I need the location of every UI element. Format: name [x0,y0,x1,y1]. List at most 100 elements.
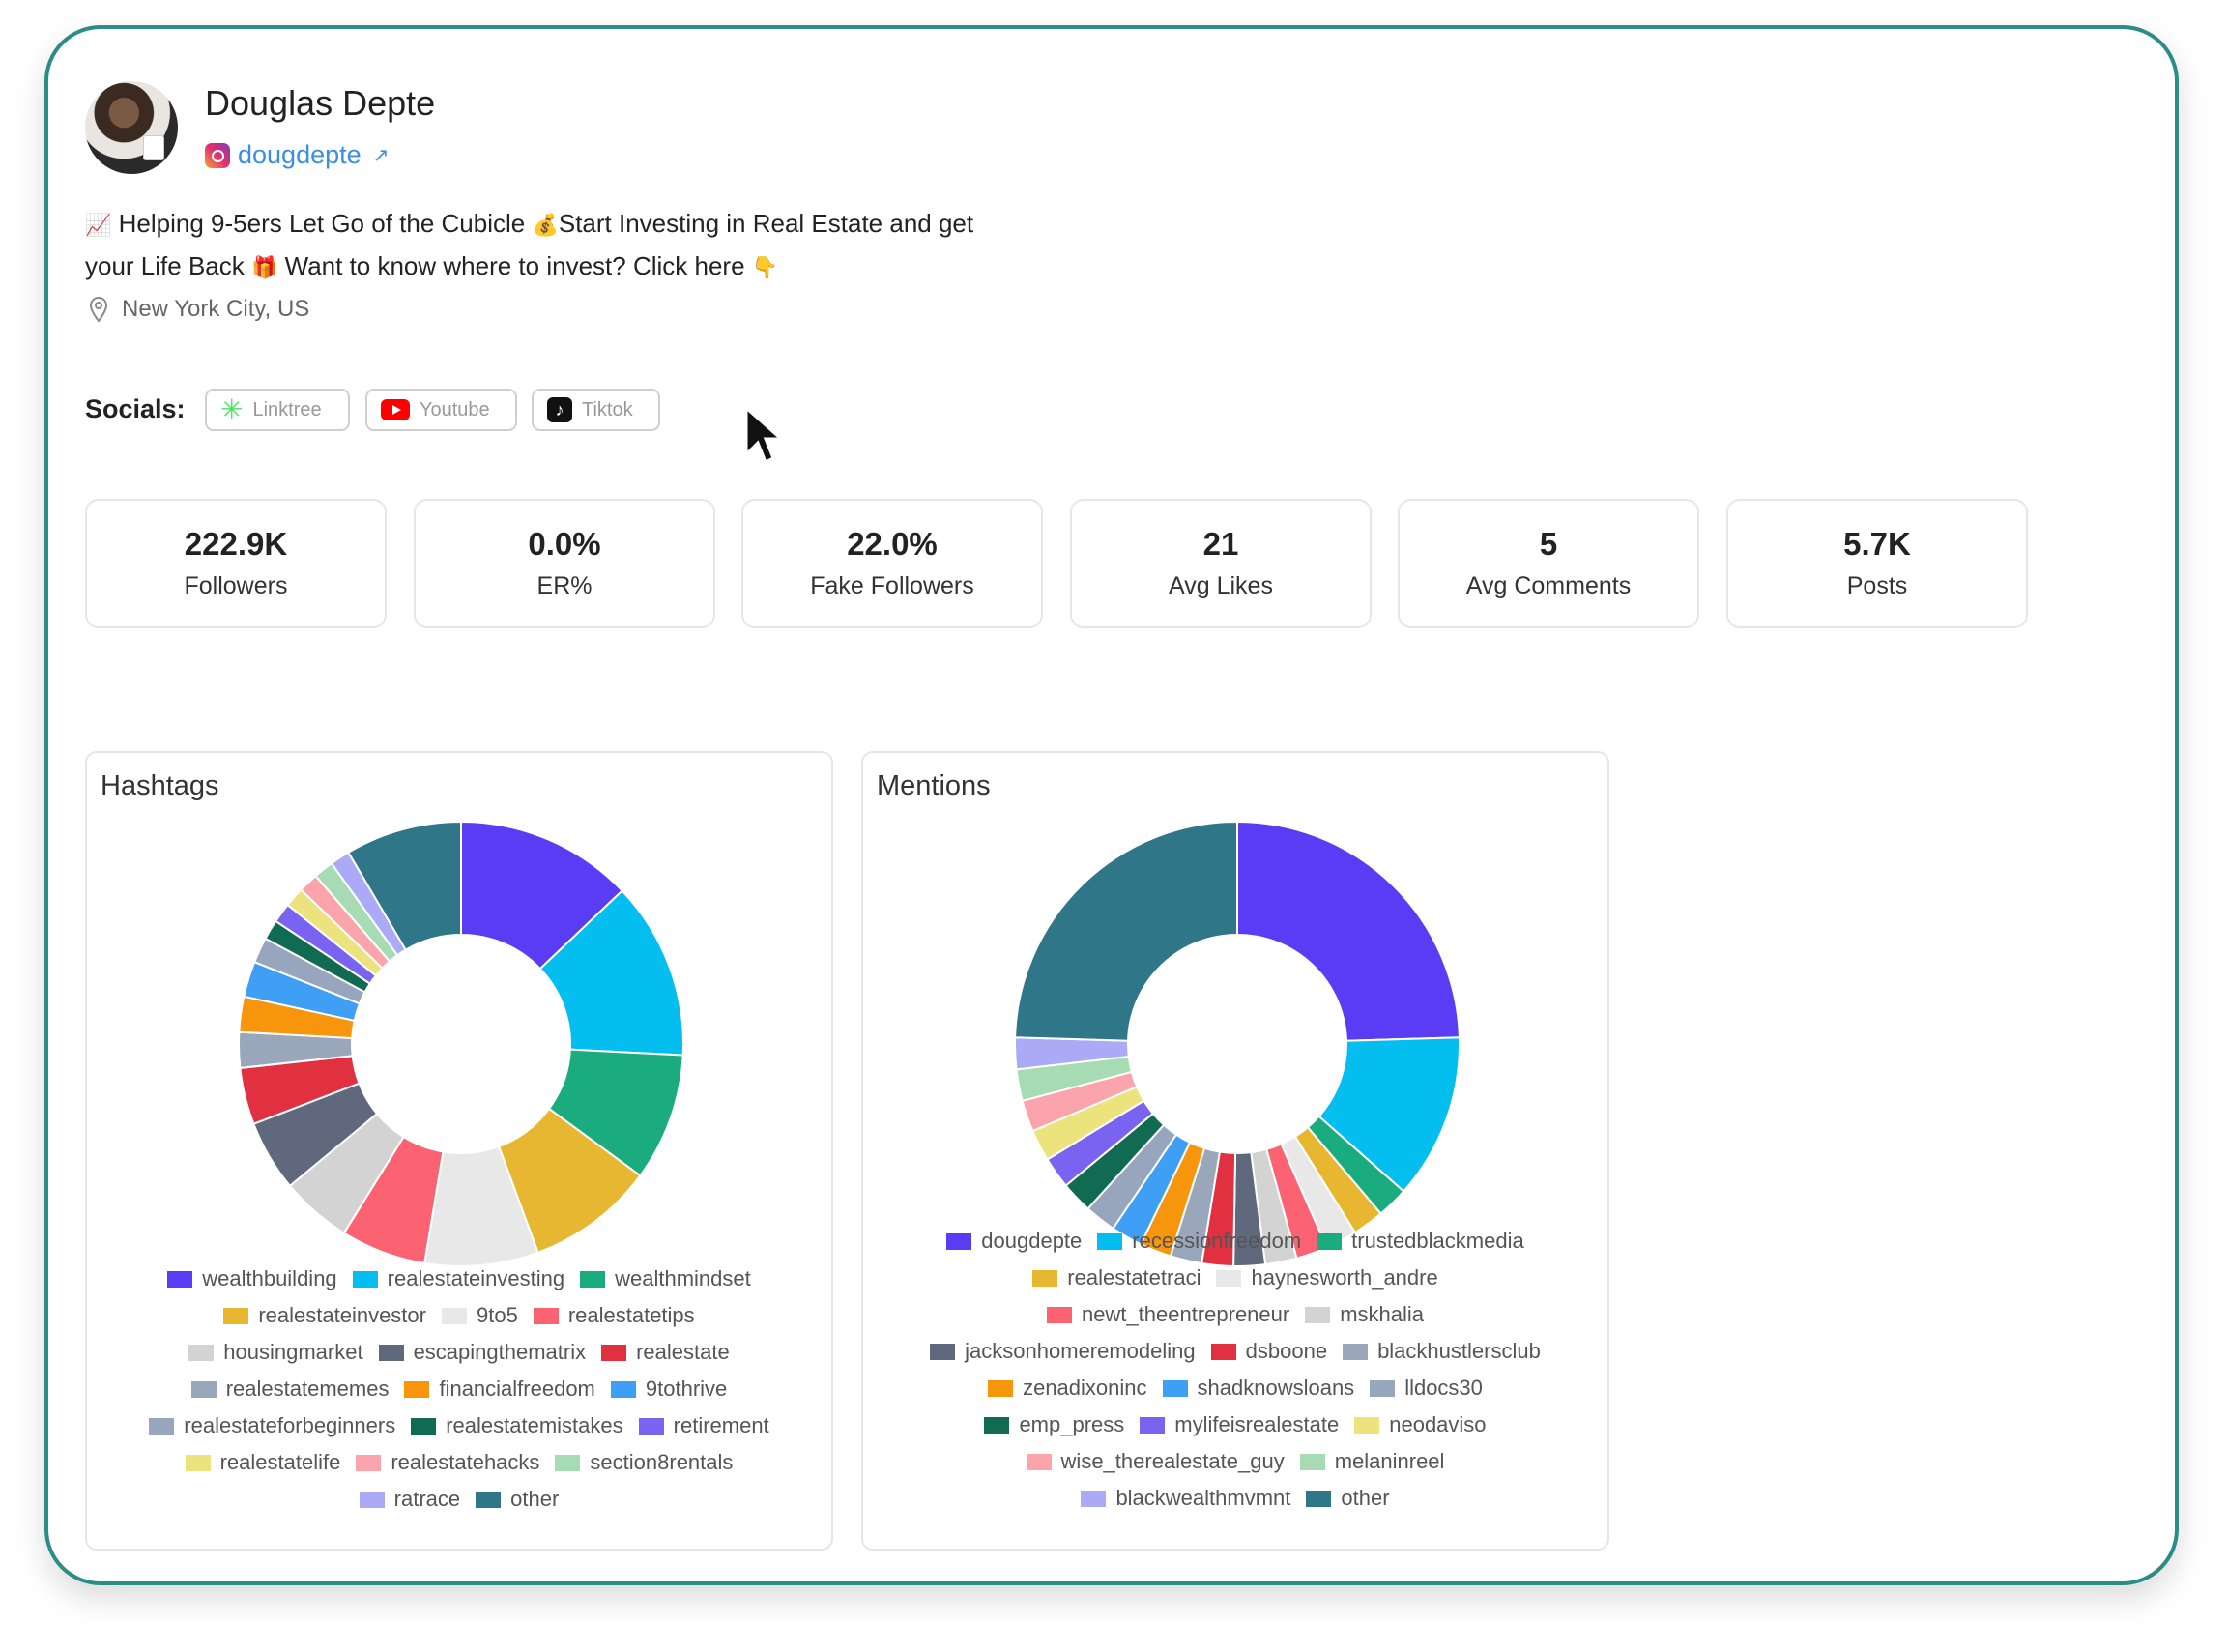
legend-row: jacksonhomeremodeling dsboone blackhustler… [863,1333,1607,1370]
bio-text-1b: Start Investing in Real Estate and get [558,209,974,238]
legend-label: realestatememes [225,1377,390,1401]
legend-item-9to5[interactable]: 9to5 [441,1297,518,1334]
legend-label: newt_theentrepreneur [1081,1302,1290,1326]
donut-slice-other[interactable] [347,820,462,951]
money-bag-emoji-icon: 💰 [532,213,559,237]
legend-swatch [1216,1270,1242,1287]
legend-row: zenadixoninc shadknowsloans lldocs30 [863,1370,1607,1406]
legend-swatch [149,1418,175,1435]
legend-label: dsboone [1245,1339,1328,1363]
bio-text-2b[interactable]: Want to know where to invest? Click here [284,251,745,280]
stat-label: ER% [536,572,593,599]
avatar[interactable] [85,81,178,174]
chart-emoji-icon: 📈 [85,213,112,237]
legend-item-realestatelife[interactable]: realestatelife [185,1444,340,1481]
social-link-youtube[interactable]: Youtube [365,389,517,431]
legend-label: blackhustlersclub [1377,1339,1541,1363]
legend-item-9tothrive[interactable]: 9tothrive [610,1371,727,1407]
legend-item-other[interactable]: other [476,1481,559,1518]
location-pin-icon [89,296,108,323]
donut-slice-other[interactable] [1014,820,1238,1042]
legend-item-blackwealthmvmnt[interactable]: blackwealthmvmnt [1081,1480,1290,1517]
legend-label: mskhalia [1340,1302,1425,1326]
legend-label: shadknowsloans [1197,1376,1355,1400]
instagram-handle[interactable]: dougdepte [238,140,362,169]
legend-row: housingmarket escapingthematrix realestate [87,1334,831,1371]
legend-swatch [1026,1454,1052,1470]
legend-item-realestateforbeginners[interactable]: realestateforbeginners [149,1407,395,1444]
legend-item-newt_theentrepreneur[interactable]: newt_theentrepreneur [1046,1296,1290,1333]
legend-swatch [411,1418,437,1435]
legend-item-lldocs30[interactable]: lldocs30 [1370,1370,1483,1406]
legend-item-wealthmindset[interactable]: wealthmindset [580,1261,751,1297]
legend-item-retirement[interactable]: retirement [638,1407,769,1444]
social-link-label: Youtube [420,398,490,420]
legend-swatch [1081,1491,1107,1507]
stat-engagement-rate: 0.0% ER% [414,499,715,628]
legend-item-other[interactable]: other [1306,1480,1390,1517]
social-link-tiktok[interactable]: ♪ Tiktok [532,389,660,431]
legend-item-recessionfreedom[interactable]: recessionfreedom [1097,1223,1301,1260]
legend-swatch [188,1345,215,1361]
legend-swatch [1299,1454,1325,1470]
legend-label: trustedblackmedia [1351,1229,1524,1253]
instagram-handle-link[interactable]: dougdepte ↗ [205,140,389,170]
legend-row: dougdepte recessionfreedom trustedblackmed… [863,1223,1607,1260]
legend-item-wealthbuilding[interactable]: wealthbuilding [167,1261,337,1297]
legend-item-section8rentals[interactable]: section8rentals [555,1444,733,1481]
legend-item-blackhustlersclub[interactable]: blackhustlersclub [1343,1333,1541,1370]
stat-value: 21 [1202,526,1239,562]
legend-label: financialfreedom [439,1377,595,1401]
legend-row: newt_theentrepreneur mskhalia [863,1296,1607,1333]
legend-swatch [1343,1344,1369,1360]
legend-item-zenadixoninc[interactable]: zenadixoninc [988,1370,1147,1406]
legend-item-melaninreel[interactable]: melaninreel [1299,1443,1444,1480]
bio-line-2: your Life Back 🎁 Want to know where to i… [85,246,1032,288]
legend-item-housingmarket[interactable]: housingmarket [188,1334,363,1371]
legend-item-mylifeisrealestate[interactable]: mylifeisrealestate [1140,1406,1339,1443]
legend-label: realestatemistakes [446,1413,623,1437]
point-down-emoji-icon: 👇 [751,255,779,279]
legend-item-trustedblackmedia[interactable]: trustedblackmedia [1317,1223,1524,1260]
legend-item-realestatehacks[interactable]: realestatehacks [356,1444,539,1481]
legend-item-shadknowsloans[interactable]: shadknowsloans [1162,1370,1355,1406]
legend-swatch [1306,1491,1332,1507]
legend-item-realestatetraci[interactable]: realestatetraci [1032,1260,1201,1296]
legend-swatch [441,1308,467,1324]
legend-label: realestateinvesting [387,1266,565,1290]
mentions-legend: dougdepte recessionfreedom trustedblackmed… [863,1223,1607,1517]
legend-label: retirement [673,1413,769,1437]
legend-item-realestateinvesting[interactable]: realestateinvesting [352,1261,565,1297]
legend-item-realestatetips[interactable]: realestatetips [533,1297,695,1334]
profile-name: Douglas Depte [205,83,436,123]
legend-label: 9to5 [476,1303,518,1327]
stat-label: Followers [184,572,288,599]
legend-item-wise_therealestate_guy[interactable]: wise_therealestate_guy [1026,1443,1285,1480]
legend-label: recessionfreedom [1132,1229,1302,1253]
legend-swatch [223,1308,249,1324]
legend-item-mskhalia[interactable]: mskhalia [1305,1296,1424,1333]
chart-title: Mentions [877,770,991,801]
legend-item-haynesworth_andre[interactable]: haynesworth_andre [1216,1260,1438,1296]
legend-item-escapingthematrix[interactable]: escapingthematrix [378,1334,586,1371]
legend-item-realestate[interactable]: realestate [601,1334,730,1371]
legend-item-dsboone[interactable]: dsboone [1210,1333,1328,1370]
legend-item-financialfreedom[interactable]: financialfreedom [404,1371,595,1407]
legend-item-emp_press[interactable]: emp_press [984,1406,1124,1443]
legend-item-realestateinvestor[interactable]: realestateinvestor [223,1297,426,1334]
legend-item-dougdepte[interactable]: dougdepte [946,1223,1082,1260]
legend-label: realestate [636,1340,730,1364]
stat-label: Avg Comments [1465,572,1632,599]
stat-value: 0.0% [528,526,601,562]
legend-item-ratrace[interactable]: ratrace [359,1481,460,1518]
legend-swatch [1354,1417,1380,1434]
legend-item-realestatememes[interactable]: realestatememes [190,1371,390,1407]
legend-item-realestatemistakes[interactable]: realestatemistakes [411,1407,623,1444]
legend-item-jacksonhomeremodeling[interactable]: jacksonhomeremodeling [930,1333,1196,1370]
legend-item-neodaviso[interactable]: neodaviso [1354,1406,1487,1443]
legend-swatch [1097,1233,1123,1250]
social-link-linktree[interactable]: ✳ Linktree [205,389,350,431]
external-link-icon[interactable]: ↗ [372,145,390,166]
linktree-icon: ✳ [220,394,244,424]
donut-slice-dougdepte[interactable] [1236,820,1461,1042]
